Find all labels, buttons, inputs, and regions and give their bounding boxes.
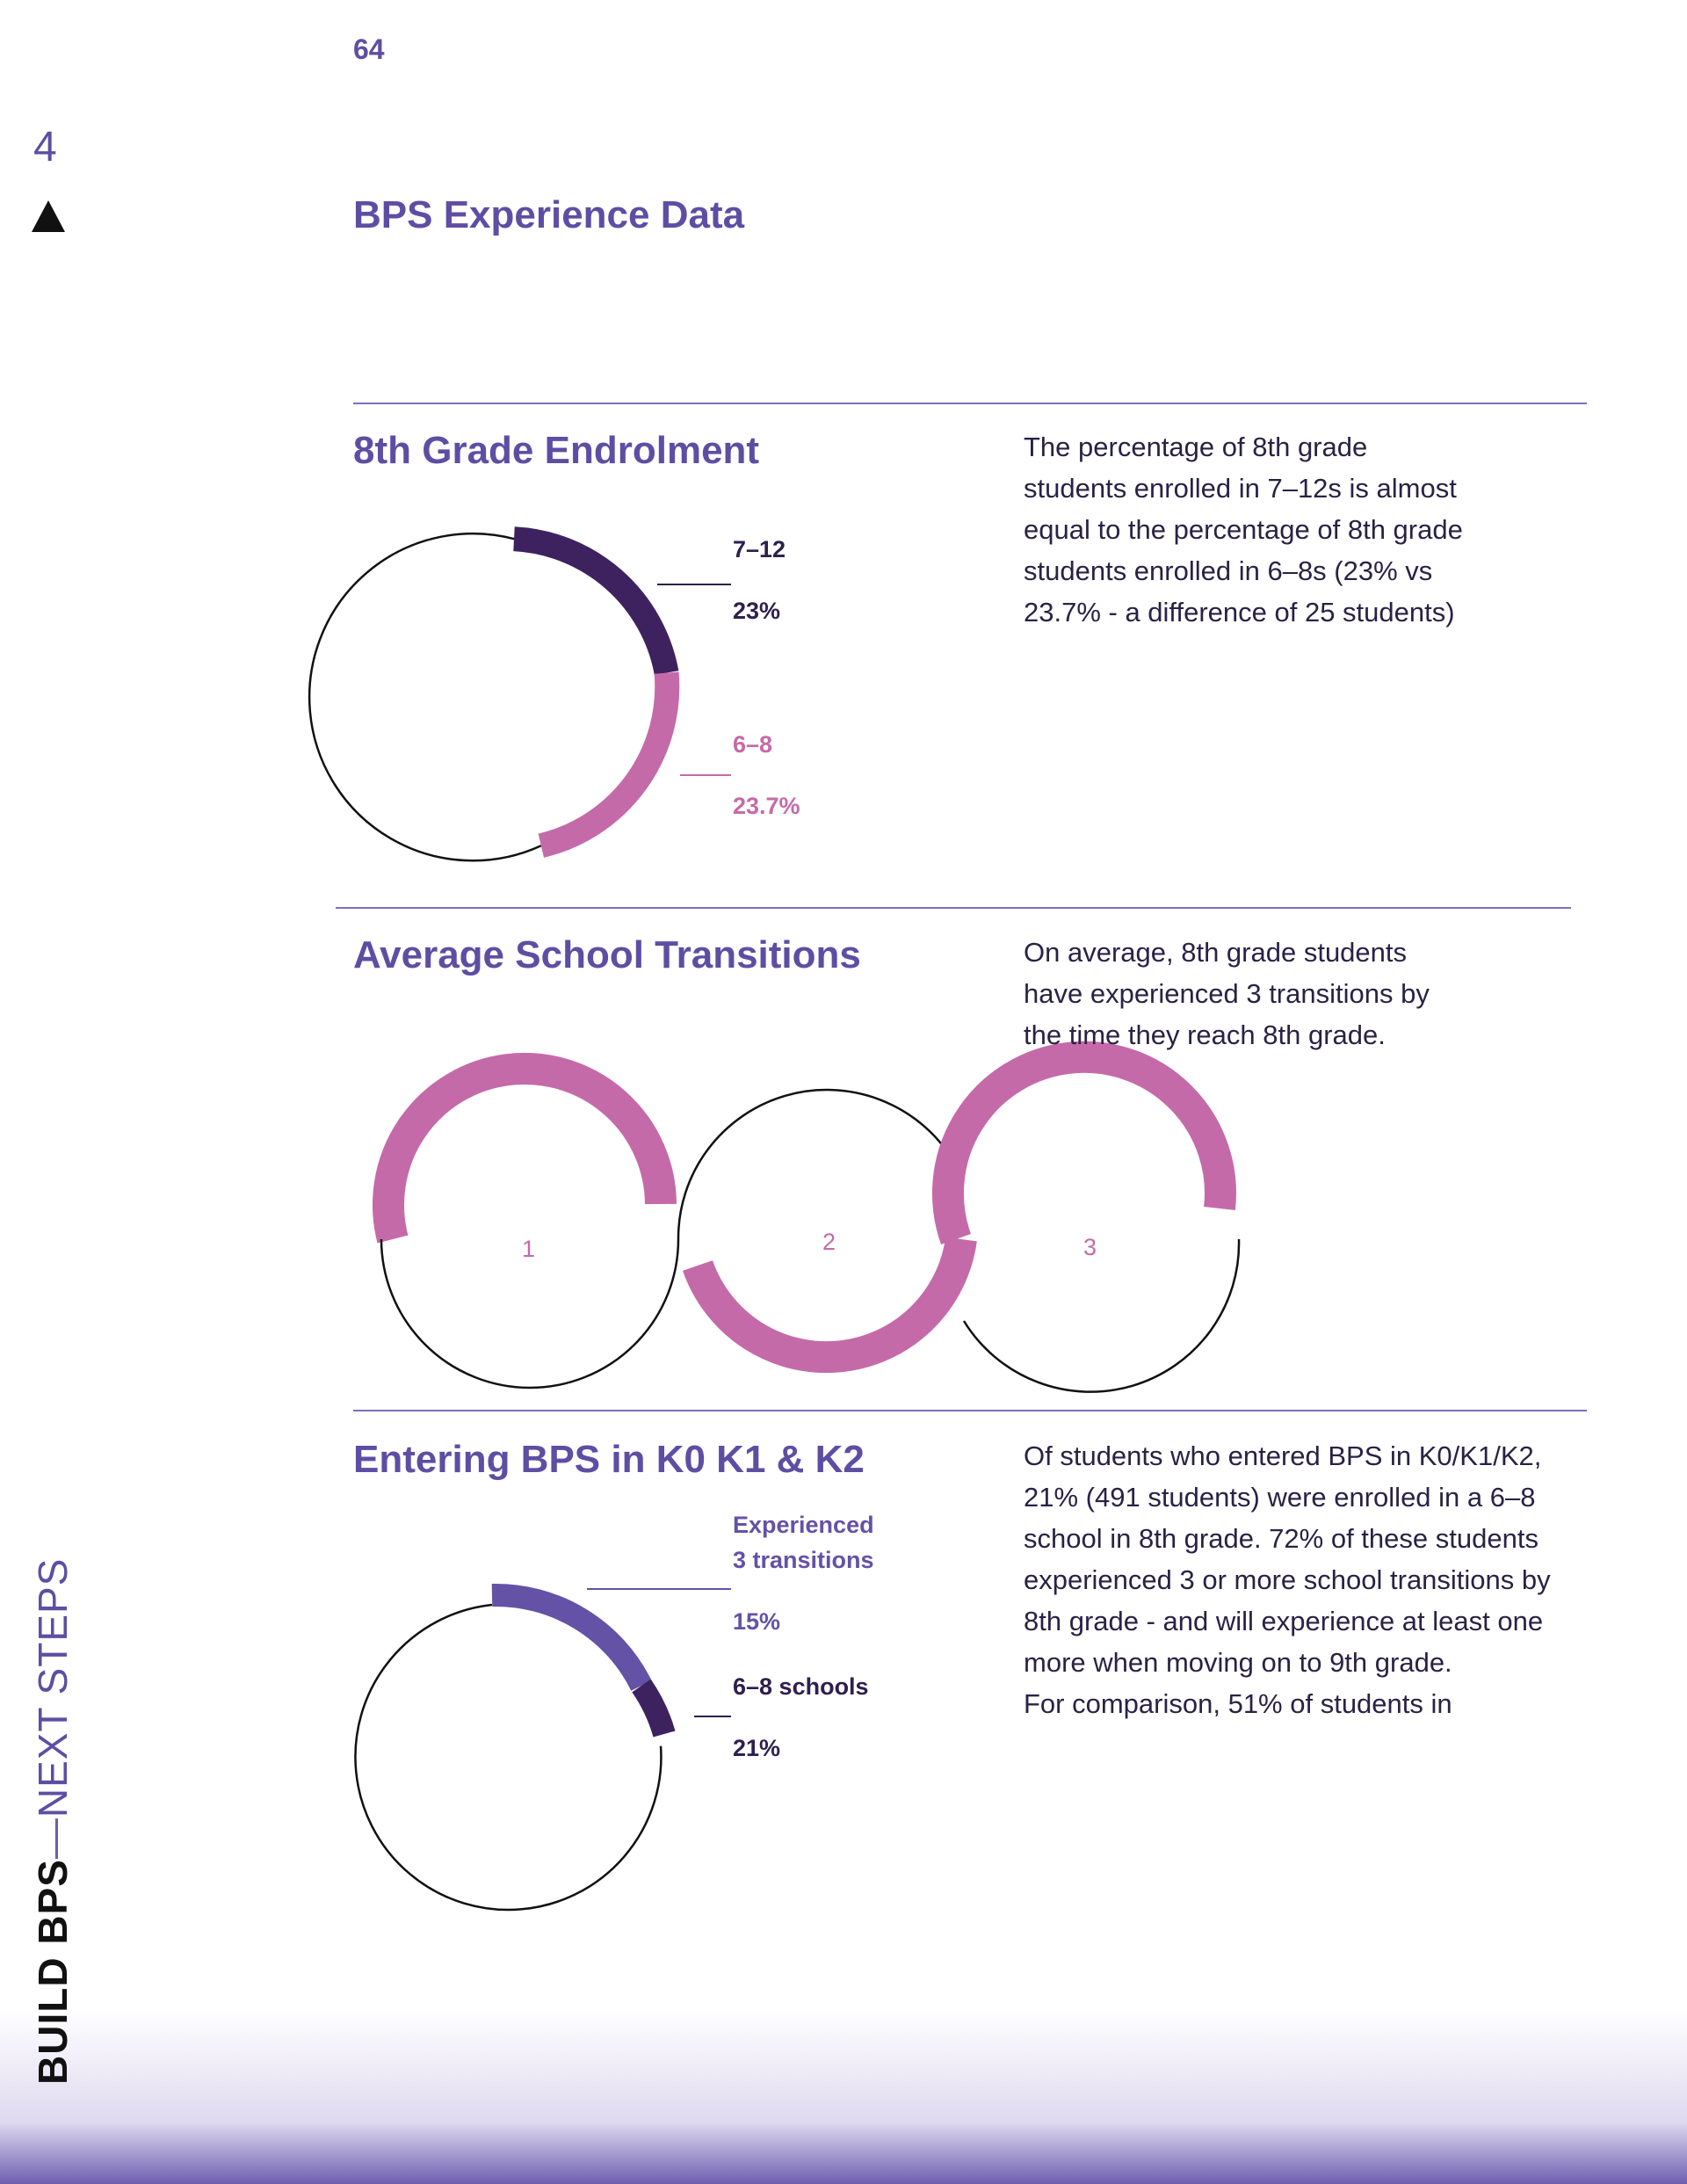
text-line: Of students who entered BPS in K0/K1/K2, [1024,1440,1542,1471]
enrolment-description: The percentage of 8th grade students enr… [1024,426,1463,633]
label-6-8-name: 6–8 [733,731,773,758]
text-line: On average, 8th grade students [1024,937,1408,968]
transition-step-3: 3 [1083,1234,1097,1260]
text-line: equal to the percentage of 8th grade [1024,514,1463,545]
document-title: BPS Experience Data [353,193,745,236]
text-line: experienced 3 or more school transitions… [1024,1564,1551,1595]
text-line: 21% (491 students) were enrolled in a 6–… [1024,1482,1536,1513]
transition-step-2: 2 [822,1229,836,1255]
chapter-number: 4 [33,124,57,171]
text-line: have experienced 3 transitions by [1024,978,1430,1009]
bottom-gradient [0,2008,1687,2184]
label-7-12-name: 7–12 [733,536,786,562]
ring-segment-7-12 [513,526,679,676]
text-line: 23.7% - a difference of 25 students) [1024,597,1455,628]
ring-segment-6-8-schools [632,1679,676,1738]
text-line: For comparison, 51% of students in [1024,1688,1452,1719]
page-number: 64 [353,33,385,65]
transition-3-arc [931,1041,1236,1245]
text-line: more when moving on to 9th grade. [1024,1647,1452,1678]
transitions-description: On average, 8th grade students have expe… [1024,932,1430,1056]
label-7-12-value: 23% [733,598,781,624]
text-line: students enrolled in 6–8s (23% vs [1024,555,1433,586]
ring-segment-3-transitions [491,1583,652,1691]
transition-1-arc [373,1053,677,1244]
transition-2-outline [677,1088,954,1240]
label-3-transitions-name-2: 3 transitions [733,1547,874,1573]
label-6-8-schools-name: 6–8 schools [733,1673,869,1700]
label-3-transitions-name-1: Experienced [733,1512,874,1538]
ring-outline-entering [354,1603,662,1912]
section-divider [336,907,1571,909]
enrolment-heading: 8th Grade Endrolment [353,429,760,472]
section-divider [353,1410,1587,1411]
transition-3-outline [962,1238,1241,1393]
transitions-heading: Average School Transitions [353,933,861,976]
ring-segment-6-8 [538,671,680,858]
text-line: 8th grade - and will experience at least… [1024,1606,1544,1636]
section-divider [353,403,1587,404]
label-3-transitions-value: 15% [733,1608,781,1635]
transition-step-1: 1 [522,1236,536,1262]
text-line: the time they reach 8th grade. [1024,1019,1386,1050]
label-6-8-schools-value: 21% [733,1735,781,1761]
label-6-8-value: 23.7% [733,793,800,819]
text-line: The percentage of 8th grade [1024,432,1368,462]
transition-2-arc [683,1237,977,1374]
transition-1-outline [380,1238,680,1389]
triangle-up-icon [32,200,65,232]
entering-description: Of students who entered BPS in K0/K1/K2,… [1024,1435,1551,1724]
text-line: students enrolled in 7–12s is almost [1024,473,1457,504]
ring-outline [308,532,542,862]
text-line: school in 8th grade. 72% of these studen… [1024,1523,1539,1554]
entering-heading: Entering BPS in K0 K1 & K2 [353,1438,865,1481]
